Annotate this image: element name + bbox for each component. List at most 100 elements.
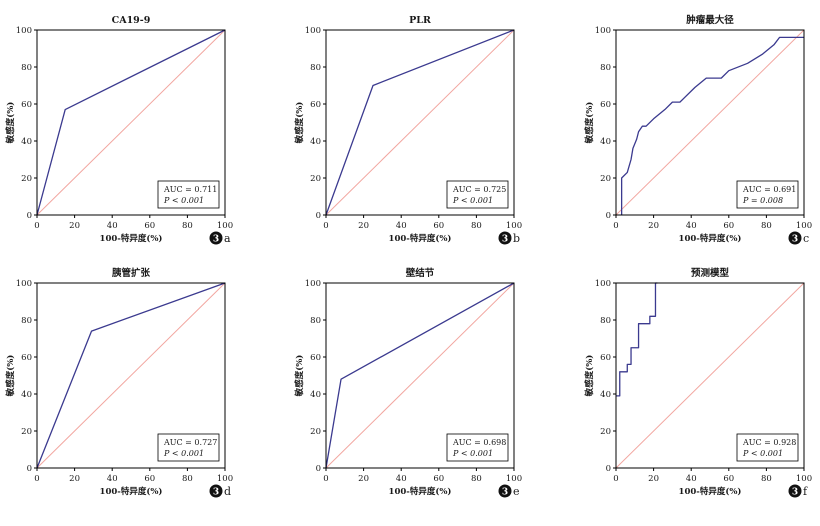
y-tick-label: 0 — [606, 464, 611, 474]
y-tick-label: 80 — [600, 316, 611, 326]
x-tick-label: 0 — [323, 474, 328, 484]
x-tick-label: 60 — [723, 221, 734, 231]
y-axis-label: 敏感度(%) — [5, 355, 16, 398]
roc-panel-e: 壁结节 00 20 20 40 40 60 60 80 80 100 100 100-特异度(%) 敏感度… — [294, 267, 522, 498]
panel-title: CA19-9 — [112, 15, 151, 26]
y-tick-label: 40 — [21, 137, 32, 147]
panel-badge-circle — [209, 231, 223, 245]
y-tick-label: 40 — [600, 390, 611, 400]
panel-badge-circle — [788, 231, 802, 245]
p-value-label: P = 0.008 — [742, 196, 783, 205]
x-tick-label: 0 — [613, 474, 618, 484]
auc-annotation-box — [446, 433, 509, 462]
plot-frame — [325, 282, 515, 469]
panel-title: 胰管扩张 — [112, 267, 151, 279]
y-tick-label: 40 — [600, 137, 611, 147]
panel-letter: b — [513, 232, 520, 245]
roc-panel-c: 肿瘤最大径 00 20 20 40 40 60 60 80 80 100 100 100-特异度(%) 敏… — [584, 14, 812, 245]
y-axis-label: 敏感度(%) — [5, 102, 16, 145]
auc-value-label: AUC = 0.691 — [742, 185, 796, 194]
roc-curve-series — [620, 36, 804, 215]
reference-diagonal-line — [36, 282, 226, 469]
panel-badge-number: 3 — [502, 235, 508, 245]
x-tick-label: 60 — [433, 474, 444, 484]
panel-badge-number: 3 — [792, 488, 798, 498]
panel-badge-number: 3 — [792, 235, 798, 245]
y-tick-label: 80 — [21, 63, 32, 73]
x-tick-label: 60 — [433, 221, 444, 231]
x-axis-label: 100-特异度(%) — [100, 233, 163, 244]
panel-badge-circle — [498, 231, 512, 245]
y-tick-label: 0 — [27, 464, 32, 474]
y-tick-label: 20 — [310, 427, 321, 437]
y-tick-label: 60 — [600, 353, 611, 363]
auc-annotation-box — [157, 180, 220, 209]
reference-diagonal-line — [615, 29, 805, 216]
reference-diagonal-line — [615, 282, 805, 469]
auc-annotation-box — [736, 433, 799, 462]
panel-letter: d — [224, 485, 231, 498]
x-tick-label: 80 — [182, 221, 193, 231]
panel-badge-circle — [209, 484, 223, 498]
plot-frame — [615, 29, 805, 216]
plot-frame — [36, 29, 226, 216]
y-tick-label: 100 — [595, 26, 611, 36]
y-axis-label: 敏感度(%) — [584, 355, 595, 398]
x-tick-label: 0 — [34, 474, 39, 484]
x-axis-label: 100-特异度(%) — [679, 486, 742, 497]
y-tick-label: 80 — [310, 63, 321, 73]
auc-annotation-box — [446, 180, 509, 209]
reference-diagonal-line — [325, 29, 515, 216]
roc-curve-series — [616, 282, 658, 397]
y-tick-label: 0 — [27, 211, 32, 221]
p-value-label: P < 0.001 — [452, 449, 493, 458]
y-tick-label: 100 — [595, 279, 611, 289]
x-tick-label: 20 — [648, 474, 659, 484]
x-tick-label: 20 — [358, 474, 369, 484]
y-tick-label: 60 — [21, 353, 32, 363]
y-axis-label: 敏感度(%) — [294, 355, 305, 398]
x-axis-label: 100-特异度(%) — [100, 486, 163, 497]
y-tick-label: 100 — [16, 279, 32, 289]
x-tick-label: 100 — [217, 474, 233, 484]
roc-curve-series — [325, 29, 515, 216]
panel-title: 肿瘤最大径 — [686, 14, 734, 26]
y-tick-label: 80 — [310, 316, 321, 326]
x-tick-label: 80 — [471, 221, 482, 231]
x-tick-label: 80 — [471, 474, 482, 484]
y-tick-label: 0 — [316, 464, 321, 474]
y-tick-label: 40 — [310, 137, 321, 147]
p-value-label: P < 0.001 — [163, 196, 204, 205]
p-value-label: P < 0.001 — [452, 196, 493, 205]
x-tick-label: 100 — [796, 221, 812, 231]
x-axis-label: 100-特异度(%) — [389, 486, 452, 497]
y-tick-label: 0 — [606, 211, 611, 221]
x-tick-label: 100 — [796, 474, 812, 484]
x-tick-label: 40 — [107, 221, 118, 231]
x-tick-label: 60 — [144, 474, 155, 484]
x-axis-label: 100-特异度(%) — [389, 233, 452, 244]
roc-curve-series — [36, 29, 226, 216]
x-tick-label: 60 — [723, 474, 734, 484]
auc-value-label: AUC = 0.725 — [452, 185, 506, 194]
x-tick-label: 20 — [358, 221, 369, 231]
x-tick-label: 40 — [396, 221, 407, 231]
x-tick-label: 40 — [686, 474, 697, 484]
p-value-label: P < 0.001 — [742, 449, 783, 458]
panel-letter: f — [803, 485, 808, 498]
y-tick-label: 40 — [21, 390, 32, 400]
y-axis-label: 敏感度(%) — [294, 102, 305, 145]
auc-value-label: AUC = 0.928 — [742, 438, 796, 447]
auc-annotation-box — [157, 433, 220, 462]
y-tick-label: 60 — [21, 100, 32, 110]
panel-title: PLR — [409, 15, 431, 26]
auc-value-label: AUC = 0.727 — [163, 438, 217, 447]
y-tick-label: 60 — [600, 100, 611, 110]
panel-letter: a — [224, 232, 231, 245]
x-tick-label: 40 — [107, 474, 118, 484]
roc-panel-a: CA19-9 00 20 20 40 40 60 60 80 80 100 100 100-特异度(%)… — [5, 15, 233, 245]
y-tick-label: 20 — [600, 427, 611, 437]
y-tick-label: 60 — [310, 100, 321, 110]
y-tick-label: 100 — [16, 26, 32, 36]
y-tick-label: 100 — [305, 279, 321, 289]
